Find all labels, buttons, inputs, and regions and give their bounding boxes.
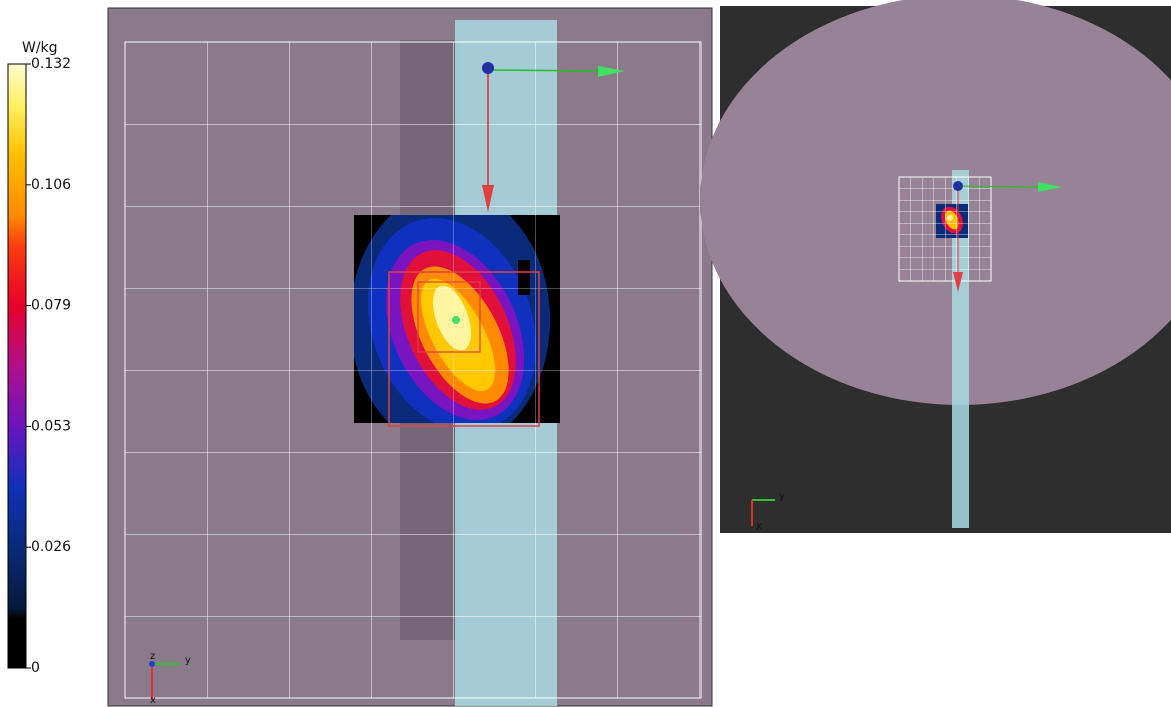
colorbar-ramp [7, 63, 27, 669]
axis-label: z [150, 651, 155, 662]
colorbar-tick-label: 0.132 [31, 56, 71, 72]
colorbar-tick-label: 0.053 [31, 418, 71, 434]
main-view: z y x [107, 7, 713, 707]
colorbar-tick-label: 0 [31, 660, 40, 676]
colorbar-tick-label: 0.106 [31, 177, 71, 193]
overview-view: y x [700, 0, 1171, 533]
colorbar-tick-label: 0.079 [31, 298, 71, 314]
colorbar-unit: W/kg [22, 40, 58, 56]
axis-label: y [185, 655, 191, 666]
axis-label: y [779, 491, 785, 502]
colorbar: W/kg 0.132 0.106 0.079 0.053 0.026 0 [7, 40, 71, 676]
axis-label: x [150, 695, 156, 706]
colorbar-tick-label: 0.026 [31, 539, 71, 555]
axis-label: x [756, 521, 762, 532]
